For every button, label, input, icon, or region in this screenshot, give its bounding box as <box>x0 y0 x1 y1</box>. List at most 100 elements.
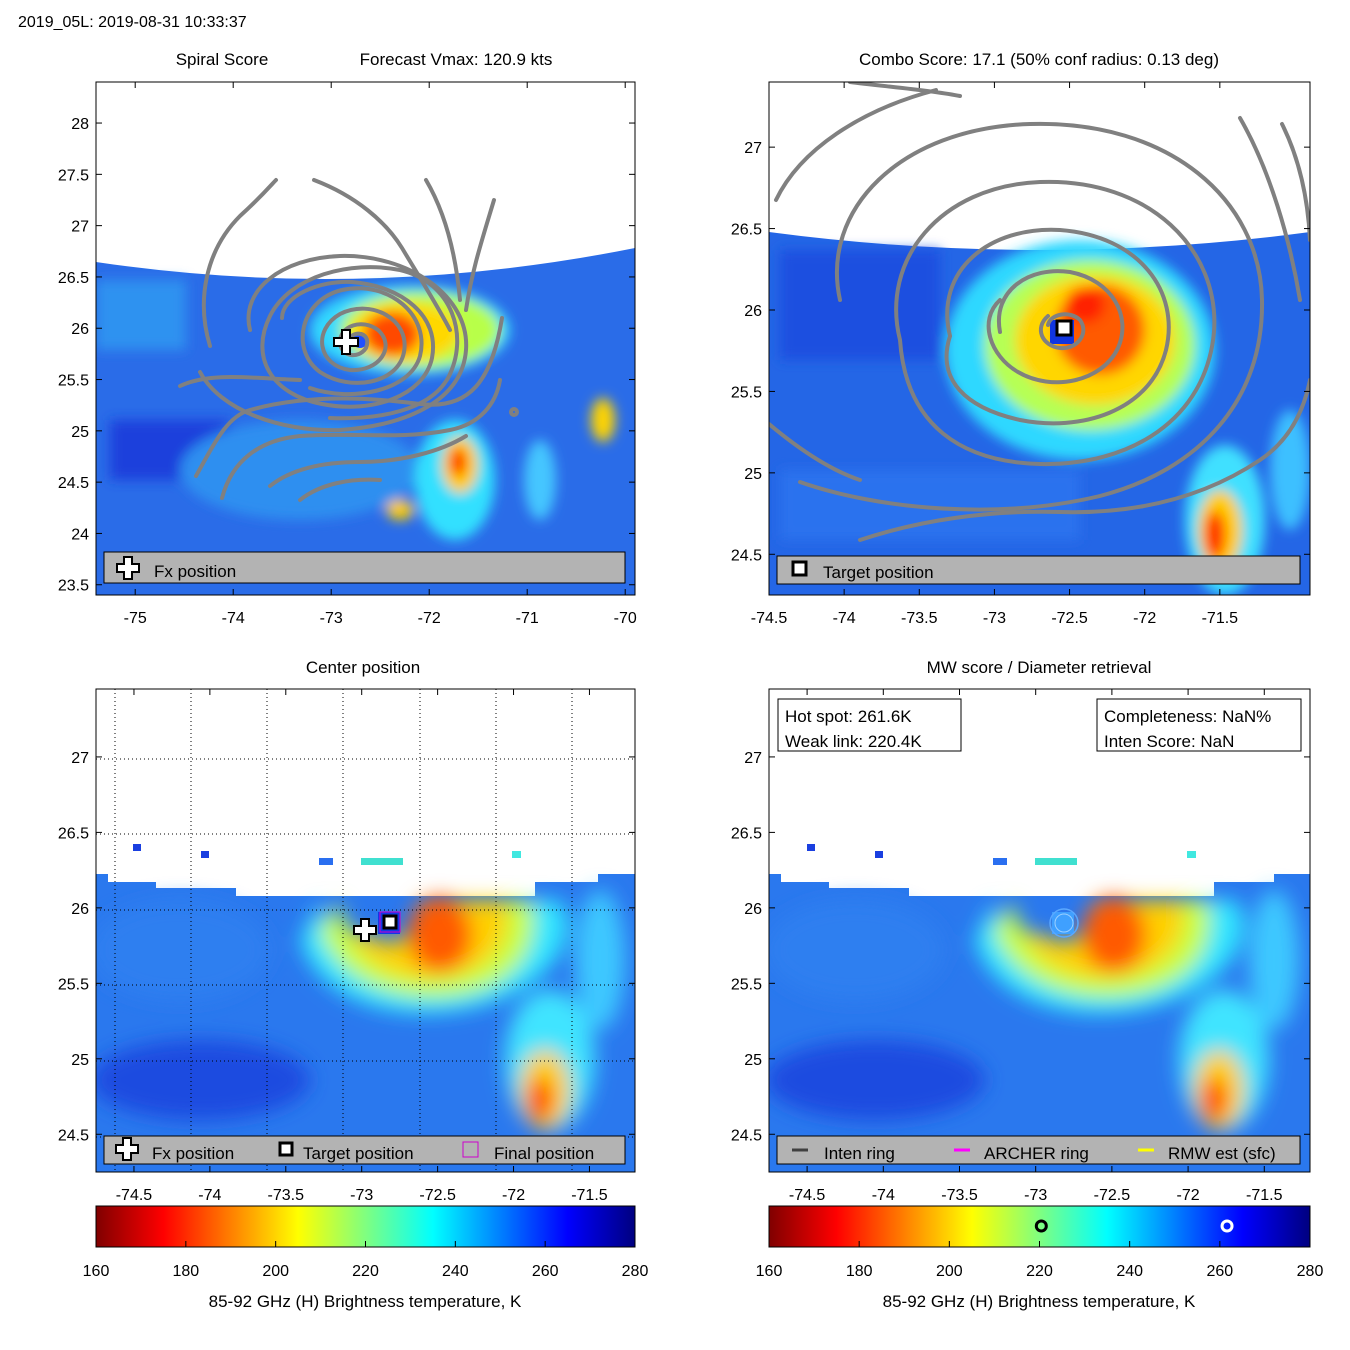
mw-axis-ticks: -74.5 -74 -73.5 -73 -72.5 -72 -71.5 24.5 25 25.5 2… <box>731 689 1310 1204</box>
x-tick-label: -72 <box>418 610 441 627</box>
spiral-heatmap <box>96 178 635 595</box>
x-tick-label: -71.5 <box>1246 1187 1283 1204</box>
y-tick-label: 27 <box>744 140 762 157</box>
mw-title: MW score / Diameter retrieval <box>927 658 1152 677</box>
center-heatmap <box>96 689 635 1172</box>
archer-ring <box>1054 913 1074 933</box>
center-title: Center position <box>306 658 420 677</box>
y-tick-label: 24.5 <box>58 1127 89 1144</box>
mw-info-right: Completeness: NaN% Inten Score: NaN <box>1096 698 1302 752</box>
y-tick-label: 25.5 <box>58 976 89 993</box>
mw-legend-box: Inten ring ARCHER ring RMW est (sfc) <box>776 1135 1301 1165</box>
legend-archer-label: ARCHER ring <box>984 1144 1089 1163</box>
spiral-title: Spiral Score <box>176 50 269 69</box>
legend-rmw-label: RMW est (sfc) <box>1168 1144 1276 1163</box>
y-tick-label: 25.5 <box>731 384 762 401</box>
figure-header: 2019_05L: 2019-08-31 10:33:37 <box>18 14 247 31</box>
mw-score-panel: MW score / Diameter retrieval <box>731 658 1311 1204</box>
y-tick-label: 24 <box>71 526 89 543</box>
x-tick-label: -72 <box>1177 1187 1200 1204</box>
colorbar-tick-label: 240 <box>1116 1263 1143 1280</box>
y-tick-label: 26.5 <box>731 825 762 842</box>
y-tick-label: 26.5 <box>58 270 89 287</box>
x-tick-label: -74.5 <box>789 1187 826 1204</box>
y-tick-label: 24.5 <box>731 1127 762 1144</box>
mw-rings <box>1049 908 1079 938</box>
colorbar-tick-label: 280 <box>1297 1263 1324 1280</box>
colorbar-tick-label: 280 <box>622 1263 649 1280</box>
colorbar-left-ticks: 160 180 200 220 240 260 280 <box>83 1241 649 1280</box>
hot-spot-marker <box>1220 1219 1234 1233</box>
x-tick-label: -74 <box>198 1187 221 1204</box>
spiral-axis-ticks: -75 -74 -73 -72 -71 -70 23.5 24 24.5 25 25.5 26 26.5… <box>58 82 637 627</box>
y-tick-label: 26 <box>71 901 89 918</box>
completeness-text: Completeness: NaN% <box>1104 707 1271 726</box>
x-tick-label: -70 <box>614 610 637 627</box>
y-tick-label: 25 <box>744 466 762 483</box>
y-tick-label: 24.5 <box>731 547 762 564</box>
colorbar-tick-label: 160 <box>756 1263 783 1280</box>
spiral-legend-box: Fx position <box>103 551 626 584</box>
colorbar-right-ticks: 160 180 200 220 240 260 280 <box>756 1241 1324 1280</box>
colorbar-left-label: 85-92 GHz (H) Brightness temperature, K <box>209 1292 522 1311</box>
legend-fx-icon <box>116 556 140 580</box>
colorbar-tick-label: 240 <box>442 1263 469 1280</box>
mw-heatmap <box>769 844 1310 1172</box>
y-tick-label: 23.5 <box>58 578 89 595</box>
weak-link-text: Weak link: 220.4K <box>785 732 922 751</box>
y-tick-label: 26 <box>744 901 762 918</box>
y-tick-label: 25.5 <box>58 373 89 390</box>
x-tick-label: -73 <box>320 610 343 627</box>
spiral-score-panel: Spiral Score Forecast Vmax: 120.9 kts <box>58 50 637 627</box>
colorbar-tick-label: 220 <box>1026 1263 1053 1280</box>
center-target-marker <box>382 914 398 930</box>
target-position-marker <box>1055 319 1073 337</box>
spiral-vmax-title: Forecast Vmax: 120.9 kts <box>360 50 553 69</box>
colorbar-right-label: 85-92 GHz (H) Brightness temperature, K <box>883 1292 1196 1311</box>
y-tick-label: 26.5 <box>58 825 89 842</box>
center-grid <box>96 689 635 1172</box>
inten-score-text: Inten Score: NaN <box>1104 732 1234 751</box>
colorbar-tick-label: 180 <box>846 1263 873 1280</box>
legend-target-label: Target position <box>823 563 934 582</box>
colorbar-tick-label: 160 <box>83 1263 110 1280</box>
x-tick-label: -73 <box>350 1187 373 1204</box>
y-tick-label: 25 <box>71 1052 89 1069</box>
legend-target-icon <box>791 560 808 577</box>
inten-ring <box>1049 908 1079 938</box>
center-axis-ticks: -74.5 -74 -73.5 -73 -72.5 -72 -71.5 24.5 25 25.5 2… <box>58 689 635 1204</box>
y-tick-label: 26 <box>744 303 762 320</box>
legend-fx-icon <box>115 1137 139 1161</box>
colorbar-tick-label: 180 <box>172 1263 199 1280</box>
legend-inten-label: Inten ring <box>824 1144 895 1163</box>
hot-spot-text: Hot spot: 261.6K <box>785 707 912 726</box>
y-tick-label: 27 <box>71 219 89 236</box>
y-tick-label: 25.5 <box>731 976 762 993</box>
colorbar-tick-label: 260 <box>532 1263 559 1280</box>
y-tick-label: 28 <box>71 116 89 133</box>
x-tick-label: -73.5 <box>901 610 938 627</box>
combo-legend-box: Target position <box>776 555 1301 585</box>
colorbar-right: 160 180 200 220 240 260 280 85-92 GHz (H) Brig… <box>756 1205 1324 1311</box>
center-position-panel: Center position <box>58 658 636 1204</box>
center-frame <box>95 688 636 1173</box>
y-tick-label: 25 <box>744 1052 762 1069</box>
x-tick-label: -72 <box>502 1187 525 1204</box>
x-tick-label: -73.5 <box>268 1187 305 1204</box>
x-tick-label: -74.5 <box>751 610 788 627</box>
legend-target-icon <box>278 1141 294 1157</box>
x-tick-label: -73 <box>1024 1187 1047 1204</box>
colorbar-tick-label: 260 <box>1206 1263 1233 1280</box>
x-tick-label: -74 <box>222 610 245 627</box>
x-tick-label: -71.5 <box>1202 610 1239 627</box>
legend-fx-label: Fx position <box>152 1144 234 1163</box>
legend-target-label: Target position <box>303 1144 414 1163</box>
y-tick-label: 27 <box>744 750 762 767</box>
y-tick-label: 26.5 <box>731 222 762 239</box>
x-tick-label: -74.5 <box>116 1187 153 1204</box>
x-tick-label: -72.5 <box>1094 1187 1131 1204</box>
combo-axis-ticks: -74.5 -74 -73.5 -73 -72.5 -72 -71.5 24.5 25 25.5 2… <box>731 82 1310 627</box>
y-tick-label: 27.5 <box>58 167 89 184</box>
x-tick-label: -72.5 <box>1051 610 1088 627</box>
